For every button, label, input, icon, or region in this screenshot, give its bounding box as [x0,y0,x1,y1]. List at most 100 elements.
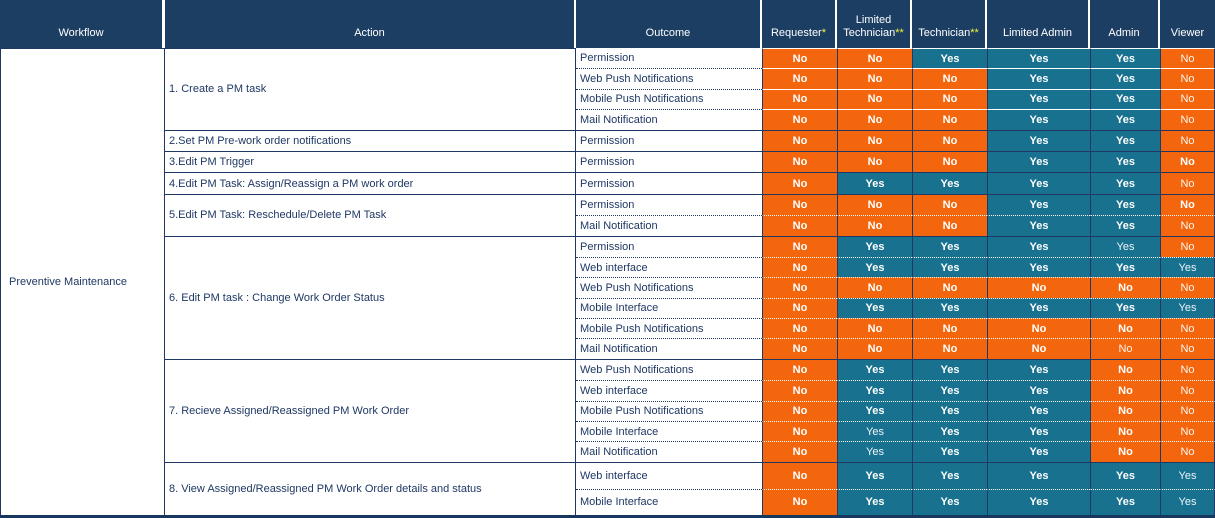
permission-cell-viewer: No [1160,194,1215,216]
permission-cell-limited-admin: Yes [987,421,1090,442]
permission-cell-viewer: No [1160,88,1215,110]
permission-cell-limited-technician: Yes [837,173,912,194]
permission-cell-limited-admin: Yes [987,109,1090,130]
action-label: 4.Edit PM Task: Assign/Reassign a PM wor… [169,177,414,190]
permission-cell-viewer: No [1160,130,1215,151]
permission-cell-technician: Yes [912,488,987,515]
permission-cell-admin: Yes [1090,194,1160,216]
permission-cell-technician: No [912,88,987,110]
permission-cell-limited-admin: Yes [987,297,1090,319]
matrix-row: Mobile Interface No Yes Yes Yes Yes Yes [576,488,1215,515]
permission-cell-viewer: No [1160,421,1215,442]
asterisk-marker: ** [970,27,979,40]
matrix-row: Mobile Push Notifications No No No Yes Yes No [576,88,1215,110]
outcome-cell: Permission [576,194,762,216]
permission-cell-limited-admin: Yes [987,215,1090,236]
matrix-row: Permission No No No Yes Yes No [576,194,1215,216]
permission-cell-technician: No [912,338,987,359]
column-header-label: Action [354,27,385,40]
action-cell: 2.Set PM Pre-work order notifications [165,130,576,151]
matrix-row: Web interface No Yes Yes Yes Yes Yes [576,256,1215,278]
permission-cell-admin: No [1090,359,1160,381]
permission-cell-viewer: No [1160,277,1215,298]
outcome-cell: Mail Notification [576,441,762,462]
permission-cell-admin: No [1090,318,1160,339]
action-label: 8. View Assigned/Reassigned PM Work Orde… [169,482,482,495]
permission-cell-viewer: Yes [1160,462,1215,489]
permission-cell-limited-technician: No [837,130,912,151]
outcome-cell: Mobile Interface [576,488,762,515]
column-header-technician: Technician** [912,0,987,48]
action-label: 1. Create a PM task [169,83,267,96]
permission-cell-limited-admin: No [987,318,1090,339]
permission-cell-technician: No [912,130,987,151]
permission-cell-limited-admin: Yes [987,488,1090,515]
permission-cell-limited-technician: Yes [837,400,912,422]
permission-cell-limited-technician: Yes [837,421,912,442]
permission-cell-technician: No [912,215,987,236]
action-group: 1. Create a PM task Permission No No Yes Yes Y… [165,48,1215,130]
permission-cell-admin: Yes [1090,109,1160,130]
matrix-row: Mobile Push Notifications No Yes Yes Yes No No [576,400,1215,422]
outcome-cell: Web interface [576,462,762,489]
header-row: Workflow Action Outcome Requester* Limited T… [0,0,1215,48]
permission-cell-requester: No [762,151,837,173]
outcome-cell: Mobile Push Notifications [576,88,762,110]
permission-cell-limited-admin: Yes [987,236,1090,257]
permission-cell-technician: Yes [912,441,987,462]
permission-cell-limited-technician: No [837,68,912,89]
permission-cell-requester: No [762,130,837,151]
action-group: 4.Edit PM Task: Assign/Reassign a PM wor… [165,172,1215,194]
permission-cell-admin: Yes [1090,130,1160,151]
permission-cell-viewer: Yes [1160,256,1215,278]
column-header-label: Technician** [918,27,979,40]
permission-cell-limited-admin: Yes [987,194,1090,216]
permission-cell-requester: No [762,215,837,236]
permission-cell-requester: No [762,488,837,515]
matrix-row: Mobile Interface No Yes Yes Yes Yes Yes [576,297,1215,319]
permission-cell-viewer: No [1160,173,1215,194]
permission-cell-viewer: No [1160,318,1215,339]
column-header-limited-technician: Limited Technician** [837,0,912,48]
action-label: 5.Edit PM Task: Reschedule/Delete PM Tas… [169,209,387,222]
outcome-cell: Permission [576,48,762,69]
column-header-limited-admin: Limited Admin [987,0,1090,48]
permission-cell-limited-admin: Yes [987,88,1090,110]
permission-cell-technician: Yes [912,173,987,194]
permission-cell-limited-admin: Yes [987,359,1090,381]
column-header-action: Action [165,0,576,48]
matrix-row: Mail Notification No No No Yes Yes No [576,109,1215,130]
column-header-viewer: Viewer [1160,0,1215,48]
permission-cell-technician: Yes [912,48,987,69]
matrix-row: Web Push Notifications No No No Yes Yes No [576,68,1215,89]
permission-cell-technician: No [912,277,987,298]
asterisk-marker: * [821,27,827,40]
permission-cell-limited-technician: No [837,318,912,339]
permission-cell-viewer: Yes [1160,488,1215,515]
permission-cell-admin: No [1090,277,1160,298]
matrix-row: Permission No No No Yes Yes No [576,130,1215,151]
permission-cell-limited-technician: Yes [837,441,912,462]
outcome-cell: Permission [576,173,762,194]
permission-cell-requester: No [762,421,837,442]
permission-cell-requester: No [762,68,837,89]
permission-cell-admin: No [1090,400,1160,422]
permission-cell-limited-admin: Yes [987,380,1090,401]
permission-cell-requester: No [762,318,837,339]
permission-cell-limited-admin: Yes [987,256,1090,278]
permission-cell-viewer: No [1160,380,1215,401]
permission-cell-technician: No [912,194,987,216]
permission-cell-viewer: Yes [1160,297,1215,319]
action-groups: 1. Create a PM task Permission No No Yes Yes Y… [165,48,1215,515]
permission-cell-admin: Yes [1090,236,1160,257]
outcome-cell: Mobile Interface [576,297,762,319]
permission-cell-admin: Yes [1090,488,1160,515]
permission-cell-limited-admin: Yes [987,441,1090,462]
outcome-cell: Web Push Notifications [576,359,762,381]
permission-cell-requester: No [762,359,837,381]
permission-cell-admin: Yes [1090,256,1160,278]
permission-cell-technician: No [912,109,987,130]
permission-cell-admin: Yes [1090,68,1160,89]
outcome-cell: Mobile Push Notifications [576,400,762,422]
permission-cell-requester: No [762,236,837,257]
